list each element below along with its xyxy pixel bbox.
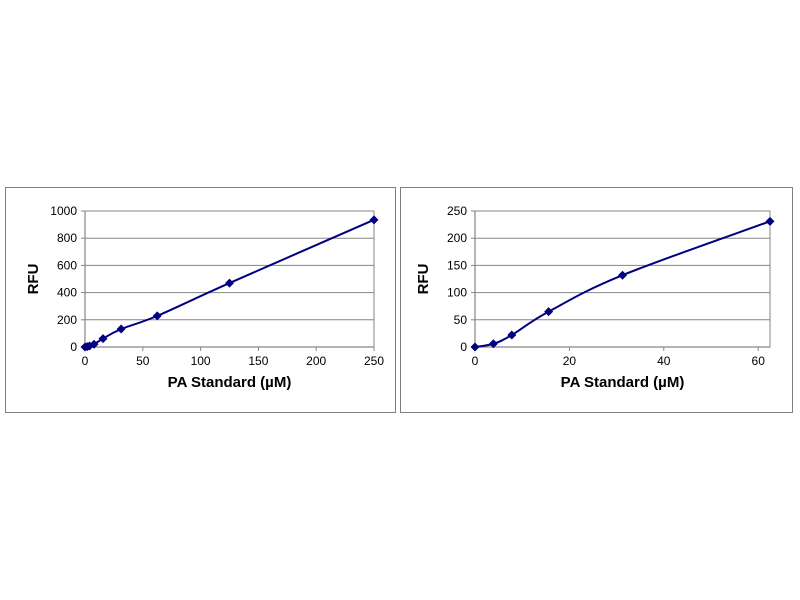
gridlines-right	[475, 210, 770, 321]
x-tick-label: 20	[563, 354, 577, 368]
data-points-right	[470, 216, 775, 352]
y-tick-label: 400	[57, 286, 77, 300]
x-tick-label: 60	[752, 354, 766, 368]
data-point	[369, 215, 379, 225]
y-tick-labels-left: 0 200 400 600 800 1000	[50, 204, 77, 354]
data-point	[225, 278, 234, 288]
y-tick-label: 100	[447, 286, 467, 300]
data-point	[507, 330, 517, 340]
y-tick-label: 1000	[50, 204, 77, 218]
data-point	[618, 270, 627, 280]
data-point	[152, 311, 162, 321]
data-point	[89, 339, 99, 349]
chart-right: 0 50 100 150 200 250 0 20 40 60 PA Standard (µM) RF…	[415, 204, 775, 391]
x-tick-label: 100	[191, 354, 211, 368]
chart-left: 0 200 400 600 800 1000 0 50 100 150 200 250 PA Stand…	[25, 204, 385, 391]
y-tick-label: 50	[454, 313, 468, 327]
y-tick-labels-right: 0 50 100 150 200 250	[447, 204, 467, 354]
x-tick-label: 50	[136, 354, 150, 368]
series-line-right	[474, 220, 771, 348]
x-tick-label: 200	[306, 354, 326, 368]
x-tick-label: 0	[82, 354, 89, 368]
y-tick-label: 800	[57, 231, 77, 245]
y-tick-label: 200	[57, 313, 77, 327]
x-tick-label: 40	[657, 354, 671, 368]
x-tick-label: 150	[248, 354, 268, 368]
data-point	[765, 216, 775, 226]
data-point	[488, 339, 498, 349]
x-tick-label: 0	[472, 354, 479, 368]
chart-panel-right: 0 50 100 150 200 250 0 20 40 60 PA Standard (µM) RF…	[400, 187, 793, 413]
y-tick-label: 250	[447, 204, 467, 218]
y-tick-label: 0	[70, 340, 77, 354]
gridlines-left	[85, 210, 374, 321]
data-point	[116, 324, 126, 334]
x-tick-label: 250	[364, 354, 384, 368]
data-point	[98, 334, 108, 344]
chart-panel-left: 0 200 400 600 800 1000 0 50 100 150 200 250 PA Stand…	[5, 187, 396, 413]
x-tick-labels-right: 0 20 40 60	[472, 354, 766, 368]
y-tick-label: 0	[460, 340, 467, 354]
y-tick-label: 600	[57, 258, 77, 272]
data-points-left	[80, 215, 379, 352]
y-tick-label: 150	[447, 258, 467, 272]
data-point	[470, 342, 480, 352]
x-axis-title-right: PA Standard (µM)	[561, 374, 685, 391]
data-point	[544, 307, 554, 317]
x-axis-title-left: PA Standard (µM)	[168, 374, 292, 391]
y-axis-title-right: RFU	[415, 264, 432, 295]
y-axis-title-left: RFU	[25, 264, 42, 295]
y-tick-label: 200	[447, 231, 467, 245]
x-tick-labels-left: 0 50 100 150 200 250	[82, 354, 385, 368]
